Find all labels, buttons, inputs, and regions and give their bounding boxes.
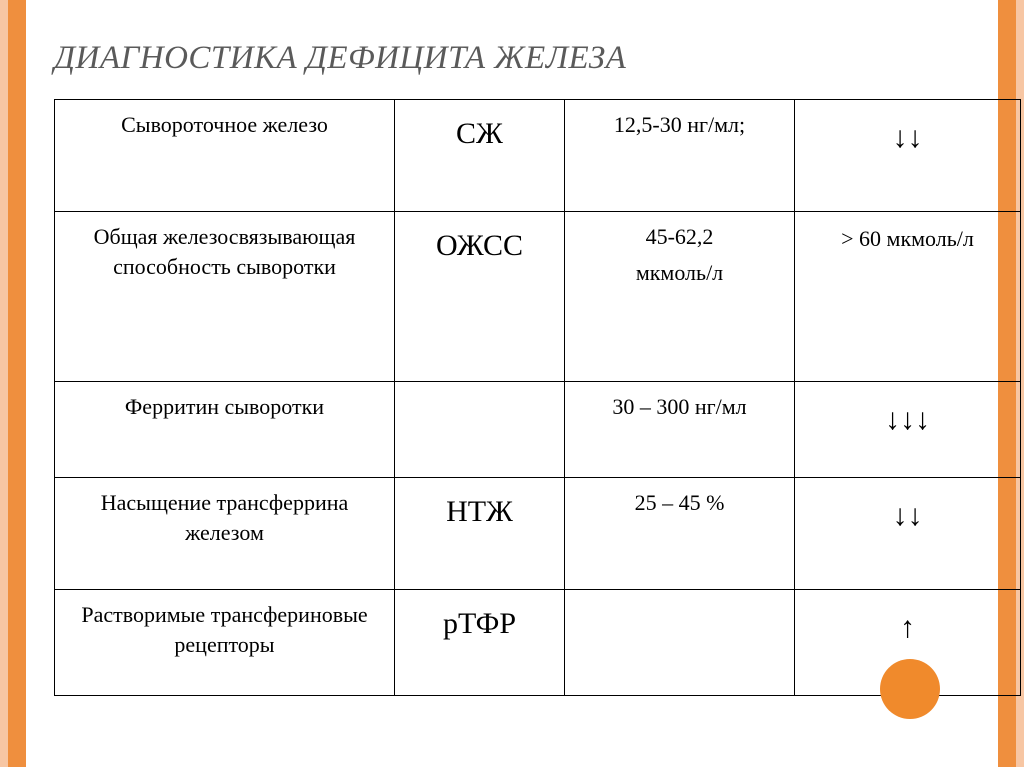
page-title: ДИАГНОСТИКА ДЕФИЦИТА ЖЕЛЕЗА xyxy=(54,40,970,77)
table-row: Насыщение трансферрина железом НТЖ 25 – … xyxy=(55,478,1021,590)
cell-abbr: СЖ xyxy=(395,100,565,212)
table-row: Сывороточное железо СЖ 12,5-30 нг/мл; ↓↓ xyxy=(55,100,1021,212)
cell-name: Насыщение трансферрина железом xyxy=(55,478,395,590)
stripe-left-outer xyxy=(0,0,8,767)
cell-name: Ферритин сыворотки xyxy=(55,382,395,478)
range-main: 45-62,2 xyxy=(646,224,714,249)
cell-change: ↓↓ xyxy=(795,478,1021,590)
table-row: Общая железосвязывающая способность сыво… xyxy=(55,212,1021,382)
cell-range: 25 – 45 % xyxy=(565,478,795,590)
cell-range xyxy=(565,590,795,696)
cell-abbr: НТЖ xyxy=(395,478,565,590)
range-main: 12,5-30 нг/мл; xyxy=(614,112,745,137)
cell-range: 30 – 300 нг/мл xyxy=(565,382,795,478)
range-sub: мкмоль/л xyxy=(571,258,788,288)
diagnostics-table: Сывороточное железо СЖ 12,5-30 нг/мл; ↓↓… xyxy=(54,99,1021,696)
range-main: 25 – 45 % xyxy=(635,490,725,515)
table-row: Растворимые трансфериновые рецепторы рТФ… xyxy=(55,590,1021,696)
cell-range: 45-62,2 мкмоль/л xyxy=(565,212,795,382)
slide-content: ДИАГНОСТИКА ДЕФИЦИТА ЖЕЛЕЗА Сывороточное… xyxy=(26,0,998,767)
table-row: Ферритин сыворотки 30 – 300 нг/мл ↓↓↓ xyxy=(55,382,1021,478)
cell-name: Общая железосвязывающая способность сыво… xyxy=(55,212,395,382)
cell-range: 12,5-30 нг/мл; xyxy=(565,100,795,212)
cell-change: ↓↓ xyxy=(795,100,1021,212)
stripe-left-inner xyxy=(8,0,26,767)
cell-abbr: рТФР xyxy=(395,590,565,696)
cell-name: Сывороточное железо xyxy=(55,100,395,212)
cell-change: ↓↓↓ xyxy=(795,382,1021,478)
cell-name: Растворимые трансфериновые рецепторы xyxy=(55,590,395,696)
cell-abbr xyxy=(395,382,565,478)
accent-circle-icon xyxy=(880,659,940,719)
cell-abbr: ОЖСС xyxy=(395,212,565,382)
range-main: 30 – 300 нг/мл xyxy=(612,394,746,419)
cell-change: > 60 мкмоль/л xyxy=(795,212,1021,382)
